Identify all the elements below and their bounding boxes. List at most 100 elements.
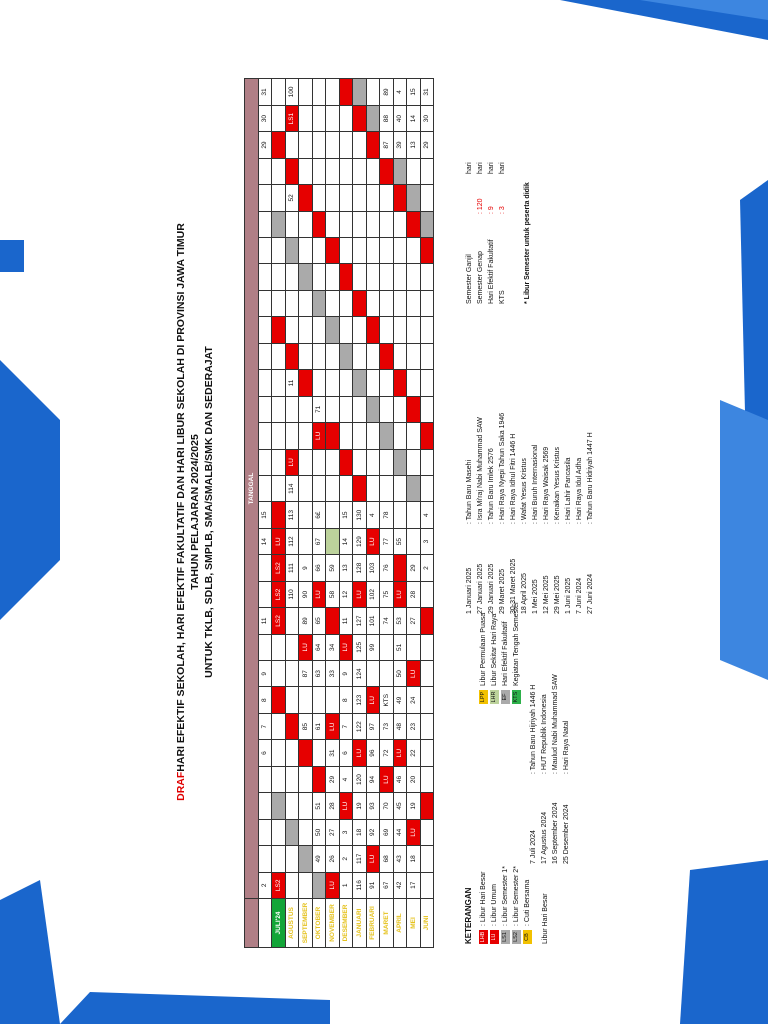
calendar-grid: TANGGAL 2 6 7 8 9 11 14 15 29 30 31 JULI'24 LS2 LS2 LS2… — [244, 78, 444, 948]
day-cell — [271, 369, 285, 397]
day-cell: 76 — [379, 554, 393, 582]
day-cell: 46 — [393, 766, 407, 793]
summary-unit: hari — [477, 162, 484, 174]
legend-col-1: LHB: Libur Hari Besar LU: Libur Umum LS1: … — [478, 866, 533, 944]
summary-value: : 120 — [477, 198, 484, 214]
holiday-row: 1 Januari 2025: Tahun Baru Masehi — [464, 413, 475, 614]
day-header: 2 — [258, 872, 272, 899]
day-cell — [271, 396, 285, 423]
day-cell — [325, 422, 339, 450]
day-header: 8 — [258, 687, 272, 714]
day-cell — [325, 316, 339, 344]
day-cell: 59 — [325, 554, 339, 582]
month-row: JULI'24 LS2 LS2 LS2 LS2 LU — [271, 78, 285, 948]
holiday-date: 27 Januari 2025 — [477, 563, 484, 614]
legend-text: : Libur Semester 2* — [513, 866, 520, 926]
summary-label: Semester Genap — [477, 251, 484, 304]
day-cell — [285, 237, 299, 264]
holiday-date: 7 Juli 2024 — [530, 830, 537, 864]
day-cell: 34 — [325, 634, 339, 661]
legend-item: LHB: Libur Hari Besar — [478, 866, 489, 944]
day-cell — [271, 634, 285, 661]
day-cell — [420, 687, 434, 714]
day-header: 30 — [258, 105, 272, 132]
day-cell: 3 — [420, 528, 434, 555]
holiday-name: : Tahun Baru Hijriyah 1446 H — [530, 684, 537, 774]
day-header — [258, 634, 272, 661]
day-cell: 29 — [420, 131, 434, 159]
day-cell — [379, 369, 393, 397]
month-row: DESEMBER 1 2 3 LU 4 6 7 8 9 LU 11 12 13 14 15 — [339, 78, 353, 948]
day-cell: 78 — [379, 501, 393, 529]
day-cell: 94 — [366, 766, 380, 793]
day-cell — [298, 528, 312, 555]
legend-item: KTS Kegiatan Tengah Semester — [511, 602, 522, 704]
day-cell — [393, 211, 407, 238]
day-cell: 50 — [393, 660, 407, 687]
day-cell — [298, 872, 312, 899]
day-cell: 6 — [339, 739, 353, 767]
day-cell — [339, 422, 353, 450]
day-cell: 90 — [298, 581, 312, 608]
day-cell — [339, 290, 353, 317]
day-header — [258, 766, 272, 793]
day-cell — [379, 316, 393, 344]
holiday-row: 16 September 2024: Maulud Nabi Muhammad … — [550, 674, 561, 864]
day-cell — [339, 475, 353, 502]
day-cell — [312, 343, 326, 370]
holiday-name: : Isra Mi'raj Nabi Muhammad SAW — [477, 417, 484, 524]
day-header — [258, 158, 272, 185]
day-cell — [325, 211, 339, 238]
day-cell: 30 — [420, 105, 434, 132]
day-cell — [312, 687, 326, 714]
day-header — [258, 264, 272, 291]
day-cell: LU — [393, 739, 407, 767]
day-cell — [406, 528, 420, 555]
day-cell — [379, 184, 393, 212]
day-cell: LU — [271, 528, 285, 555]
legend-swatch: LS1 — [500, 930, 510, 944]
day-header: 29 — [258, 131, 272, 159]
holiday-name: : Hari Buruh Internasional — [532, 444, 539, 524]
day-cell — [352, 131, 366, 159]
day-cell: 49 — [393, 687, 407, 714]
calendar-sheet: DRAFHARI EFEKTIF SEKOLAH, HARI EFEKTIF F… — [174, 72, 594, 952]
day-cell: 113 — [285, 501, 299, 529]
day-cell — [393, 237, 407, 264]
holiday-date: 16 September 2024 — [552, 802, 559, 865]
legend-item: LU: Libur Umum — [489, 866, 500, 944]
day-header — [258, 819, 272, 846]
day-cell: 20 — [406, 766, 420, 793]
month-row: MEI 17 18 LU 19 20 22 23 24 LU 27 28 29 13 14 15 — [406, 78, 420, 948]
holiday-date: 29 Mei 2025 — [554, 575, 561, 614]
day-cell — [325, 396, 339, 423]
day-cell: 51 — [312, 792, 326, 820]
day-cell — [379, 634, 393, 661]
day-header: 9 — [258, 660, 272, 687]
day-cell: LU — [312, 422, 326, 450]
day-cell: LU — [366, 528, 380, 555]
day-cell — [420, 792, 434, 820]
day-cell: 89 — [298, 607, 312, 635]
day-cell: 66 — [312, 554, 326, 582]
day-cell: 117 — [352, 845, 366, 873]
day-cell: 17 — [406, 872, 420, 899]
day-cell — [312, 211, 326, 238]
day-cell — [285, 264, 299, 291]
month-row: AGUSTUS 110 111 112 113 114 LU 11 52 LS1 100 — [285, 78, 299, 948]
day-cell — [339, 105, 353, 132]
holiday-date: 18 April 2025 — [521, 573, 528, 614]
holiday-row: 29 Mei 2025: Kenaikan Yesus Kristus — [552, 413, 563, 614]
day-cell — [271, 739, 285, 767]
day-cell: 65 — [312, 607, 326, 635]
legend-swatch: LU — [489, 930, 499, 944]
day-cell: LU — [285, 449, 299, 476]
day-cell — [379, 660, 393, 687]
day-cell: 120 — [352, 766, 366, 793]
day-cell — [366, 131, 380, 159]
month-label: SEPTEMBER — [298, 898, 312, 948]
day-cell — [366, 316, 380, 344]
title-line-3: UNTUK TKLB, SDLB, SMPLB, SMA/SMALB/SMK D… — [203, 346, 215, 678]
day-cell — [352, 105, 366, 132]
day-cell: 110 — [285, 581, 299, 608]
